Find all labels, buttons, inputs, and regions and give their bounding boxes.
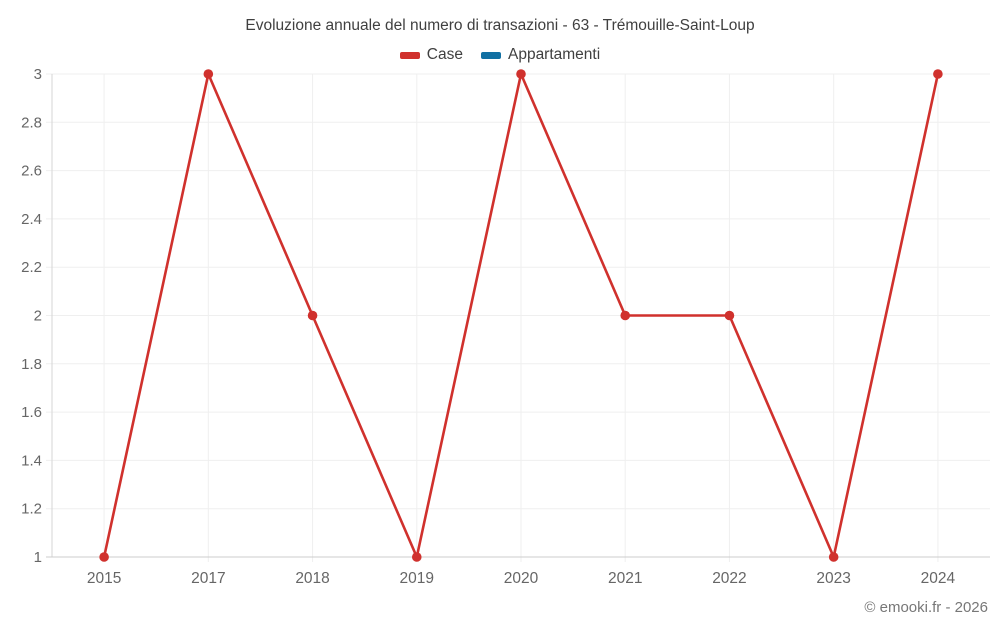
chart-footer: © emooki.fr - 2026	[864, 599, 988, 616]
y-tick-label: 1	[34, 549, 42, 566]
y-tick-label: 2.2	[21, 259, 42, 276]
y-tick-label: 1.6	[21, 404, 42, 421]
series-point-case[interactable]	[516, 69, 526, 79]
x-tick-label: 2015	[87, 570, 121, 587]
x-tick-label: 2022	[712, 570, 746, 587]
legend-swatch-case	[399, 51, 420, 59]
y-tick-label: 2	[34, 308, 42, 325]
legend-swatch-appartamenti	[480, 51, 501, 59]
legend-label: Appartamenti	[507, 46, 601, 63]
x-tick-label: 2023	[816, 570, 850, 587]
y-tick-label: 1.8	[21, 356, 42, 373]
series-point-case[interactable]	[99, 552, 109, 562]
chart-title: Evoluzione annuale del numero di transaz…	[245, 17, 755, 34]
series-point-case[interactable]	[828, 552, 839, 562]
y-tick-label: 2.8	[21, 114, 42, 131]
legend-label: Case	[426, 46, 463, 63]
legend-item-case[interactable]: Case	[399, 46, 463, 64]
legend-item-appartamenti[interactable]: Appartamenti	[480, 46, 601, 64]
series-point-case[interactable]	[620, 310, 631, 321]
x-tick-label: 2021	[608, 570, 642, 587]
series-point-case[interactable]	[411, 552, 422, 562]
y-tick-label: 1.4	[21, 452, 42, 469]
series-point-case[interactable]	[203, 69, 214, 79]
series-point-case[interactable]	[933, 69, 943, 79]
y-tick-label: 3	[34, 66, 42, 83]
x-tick-label: 2019	[400, 570, 434, 587]
x-tick-label: 2024	[921, 570, 956, 587]
y-tick-label: 2.4	[21, 211, 42, 228]
series-point-case[interactable]	[724, 310, 735, 321]
y-tick-label: 2.6	[21, 163, 42, 180]
legend: Case Appartamenti	[0, 46, 1000, 64]
y-tick-label: 1.2	[21, 501, 42, 518]
x-tick-label: 2020	[504, 570, 539, 587]
x-tick-label: 2017	[191, 570, 225, 587]
series-point-case[interactable]	[307, 310, 318, 321]
x-tick-label: 2018	[295, 570, 329, 587]
